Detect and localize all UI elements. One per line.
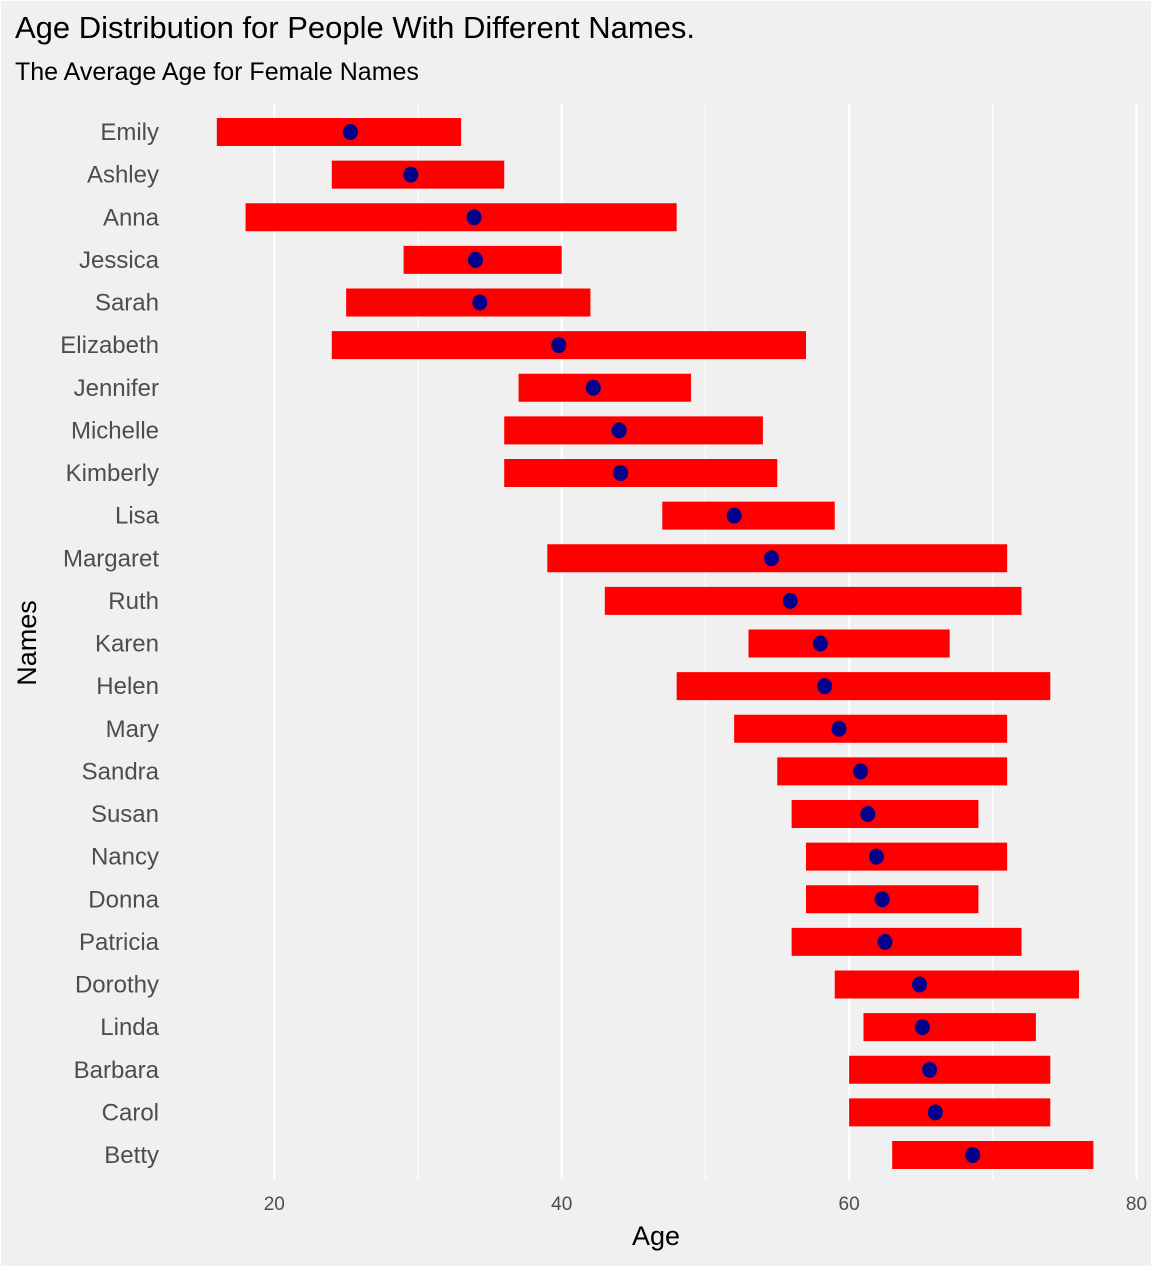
mean-dot-dorothy bbox=[912, 976, 928, 993]
y-tick-label-dorothy: Dorothy bbox=[75, 972, 159, 999]
mean-dot-elizabeth bbox=[551, 337, 567, 354]
bars-layer bbox=[216, 118, 1094, 1169]
range-bar-emily bbox=[216, 118, 462, 146]
y-tick-label-karen: Karen bbox=[95, 631, 159, 658]
range-bar-linda bbox=[863, 1013, 1036, 1042]
mean-dot-michelle bbox=[611, 422, 627, 439]
y-tick-label-donna: Donna bbox=[88, 886, 159, 913]
y-tick-label-anna: Anna bbox=[103, 204, 160, 231]
mean-dot-sandra bbox=[853, 763, 869, 780]
y-tick-label-elizabeth: Elizabeth bbox=[60, 332, 159, 359]
mean-dot-jennifer bbox=[585, 379, 601, 396]
range-bar-dorothy bbox=[834, 970, 1080, 999]
x-tick-label-40: 40 bbox=[551, 1194, 572, 1215]
mean-dot-lisa bbox=[726, 507, 742, 524]
range-bar-nancy bbox=[805, 842, 1008, 871]
mean-dot-ruth bbox=[782, 592, 798, 609]
x-axis-title: Age bbox=[632, 1221, 680, 1251]
range-bar-patricia bbox=[791, 927, 1022, 956]
x-tick-label-80: 80 bbox=[1126, 1194, 1147, 1215]
y-tick-label-margaret: Margaret bbox=[63, 545, 159, 572]
range-bar-elizabeth bbox=[331, 331, 806, 360]
y-tick-label-jessica: Jessica bbox=[79, 247, 160, 274]
y-tick-label-ruth: Ruth bbox=[108, 588, 159, 615]
y-tick-label-carol: Carol bbox=[102, 1099, 159, 1126]
mean-dot-helen bbox=[817, 678, 833, 695]
mean-dot-patricia bbox=[877, 933, 893, 950]
mean-dot-carol bbox=[927, 1104, 943, 1121]
y-tick-label-barbara: Barbara bbox=[74, 1057, 160, 1084]
mean-dot-sarah bbox=[472, 294, 488, 311]
y-tick-label-mary: Mary bbox=[106, 716, 159, 743]
y-tick-label-susan: Susan bbox=[91, 801, 159, 828]
mean-dot-margaret bbox=[764, 550, 780, 567]
range-bar-sandra bbox=[777, 757, 1008, 786]
mean-dot-karen bbox=[812, 635, 828, 652]
mean-dot-susan bbox=[860, 806, 876, 822]
mean-dot-barbara bbox=[922, 1061, 938, 1078]
y-tick-labels: Emily Ashley Anna Jessica Sarah Elizabeth Jenn… bbox=[60, 119, 159, 1169]
y-tick-label-ashley: Ashley bbox=[87, 162, 159, 189]
range-bar-betty bbox=[892, 1141, 1094, 1169]
chart-subtitle: The Average Age for Female Names bbox=[15, 58, 419, 86]
y-tick-label-nancy: Nancy bbox=[91, 844, 159, 871]
y-tick-label-helen: Helen bbox=[96, 673, 159, 700]
range-bar-ruth bbox=[604, 586, 1022, 615]
range-bar-michelle bbox=[504, 416, 763, 445]
y-tick-label-sarah: Sarah bbox=[95, 290, 159, 317]
mean-dot-anna bbox=[466, 209, 482, 226]
chart-title: Age Distribution for People With Differe… bbox=[15, 10, 696, 45]
range-bar-barbara bbox=[849, 1055, 1051, 1084]
mean-dot-donna bbox=[874, 891, 890, 908]
y-tick-label-lisa: Lisa bbox=[115, 503, 160, 530]
range-bar-donna bbox=[805, 885, 979, 914]
y-tick-label-jennifer: Jennifer bbox=[74, 375, 159, 402]
mean-dot-jessica bbox=[467, 251, 483, 268]
range-bar-mary bbox=[734, 714, 1008, 743]
y-tick-label-sandra: Sandra bbox=[82, 758, 160, 785]
range-bar-susan bbox=[791, 800, 979, 828]
mean-dot-mary bbox=[831, 720, 847, 737]
x-tick-label-20: 20 bbox=[264, 1194, 285, 1215]
range-bar-karen bbox=[748, 629, 950, 658]
y-tick-label-emily: Emily bbox=[100, 119, 159, 146]
dots-layer bbox=[342, 124, 981, 1163]
y-tick-label-linda: Linda bbox=[100, 1014, 159, 1041]
y-tick-label-patricia: Patricia bbox=[79, 929, 160, 956]
mean-dot-kimberly bbox=[613, 465, 629, 481]
y-tick-label-betty: Betty bbox=[104, 1142, 159, 1169]
mean-dot-emily bbox=[342, 124, 358, 140]
range-bar-kimberly bbox=[504, 459, 778, 487]
y-tick-label-michelle: Michelle bbox=[71, 417, 159, 444]
y-axis-title: Names bbox=[12, 600, 42, 686]
mean-dot-ashley bbox=[403, 166, 419, 183]
mean-dot-linda bbox=[914, 1019, 930, 1036]
x-tick-label-60: 60 bbox=[839, 1194, 860, 1215]
range-bar-lisa bbox=[662, 501, 835, 530]
range-bar-anna bbox=[245, 203, 677, 232]
range-bar-jennifer bbox=[518, 373, 692, 402]
range-bar-sarah bbox=[346, 288, 591, 317]
y-tick-label-kimberly: Kimberly bbox=[66, 460, 159, 487]
x-tick-labels: 20 40 60 80 bbox=[264, 1194, 1147, 1215]
mean-dot-nancy bbox=[868, 848, 884, 865]
range-bar-carol bbox=[849, 1098, 1051, 1127]
mean-dot-betty bbox=[965, 1147, 981, 1163]
range-bar-helen bbox=[676, 672, 1051, 701]
